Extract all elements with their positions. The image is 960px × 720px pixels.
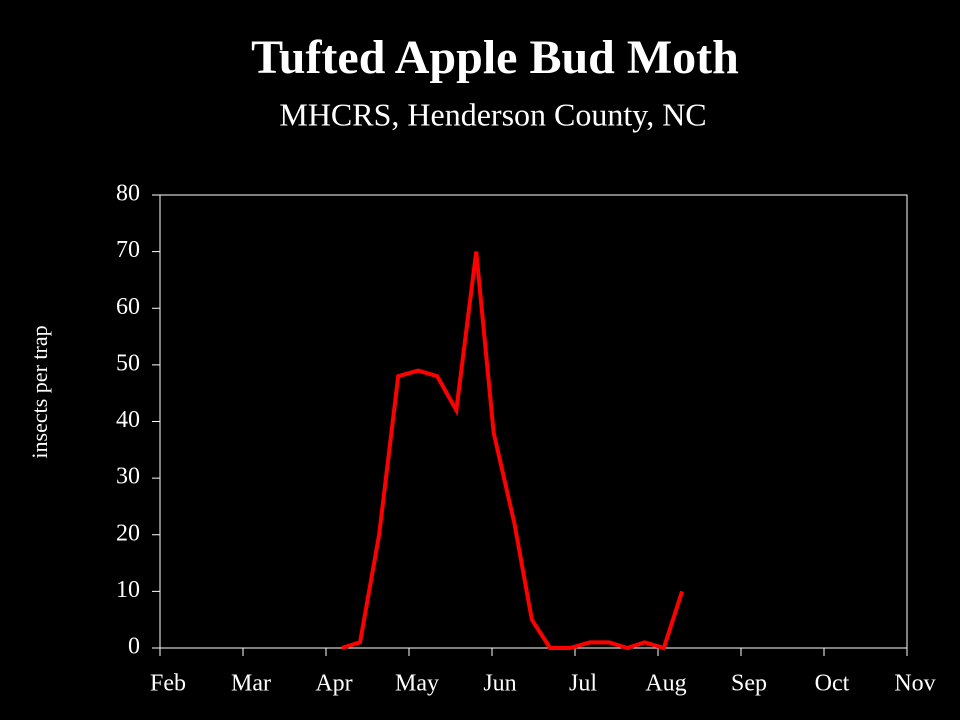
- x-tick-label: May: [395, 671, 439, 697]
- x-tick-label: Aug: [645, 671, 686, 697]
- y-tick-label: 30: [116, 464, 140, 490]
- y-tick-label: 40: [116, 407, 140, 433]
- y-axis-label: insects per trap: [27, 325, 52, 458]
- y-tick-label: 50: [116, 350, 140, 376]
- y-tick-label: 0: [128, 634, 140, 660]
- y-tick-label: 70: [116, 237, 140, 263]
- x-tick-label: Sep: [731, 671, 767, 697]
- chart-subtitle: MHCRS, Henderson County, NC: [279, 96, 706, 132]
- x-tick-label: Jul: [569, 671, 597, 697]
- x-tick-label: Apr: [315, 671, 352, 697]
- x-tick-label: Oct: [815, 671, 850, 697]
- chart-title: Tufted Apple Bud Moth: [251, 31, 739, 84]
- plot-frame: [159, 194, 908, 649]
- y-tick-label: 20: [116, 520, 140, 546]
- y-tick-label: 80: [116, 181, 140, 207]
- x-tick-label: Jun: [483, 671, 516, 697]
- data-line: [341, 251, 684, 651]
- x-tick-label: Nov: [894, 671, 935, 697]
- y-tick-label: 60: [116, 294, 140, 320]
- y-tick-label: 10: [116, 577, 140, 603]
- x-tick-label: Feb: [150, 671, 186, 697]
- x-tick-label: Mar: [231, 671, 271, 697]
